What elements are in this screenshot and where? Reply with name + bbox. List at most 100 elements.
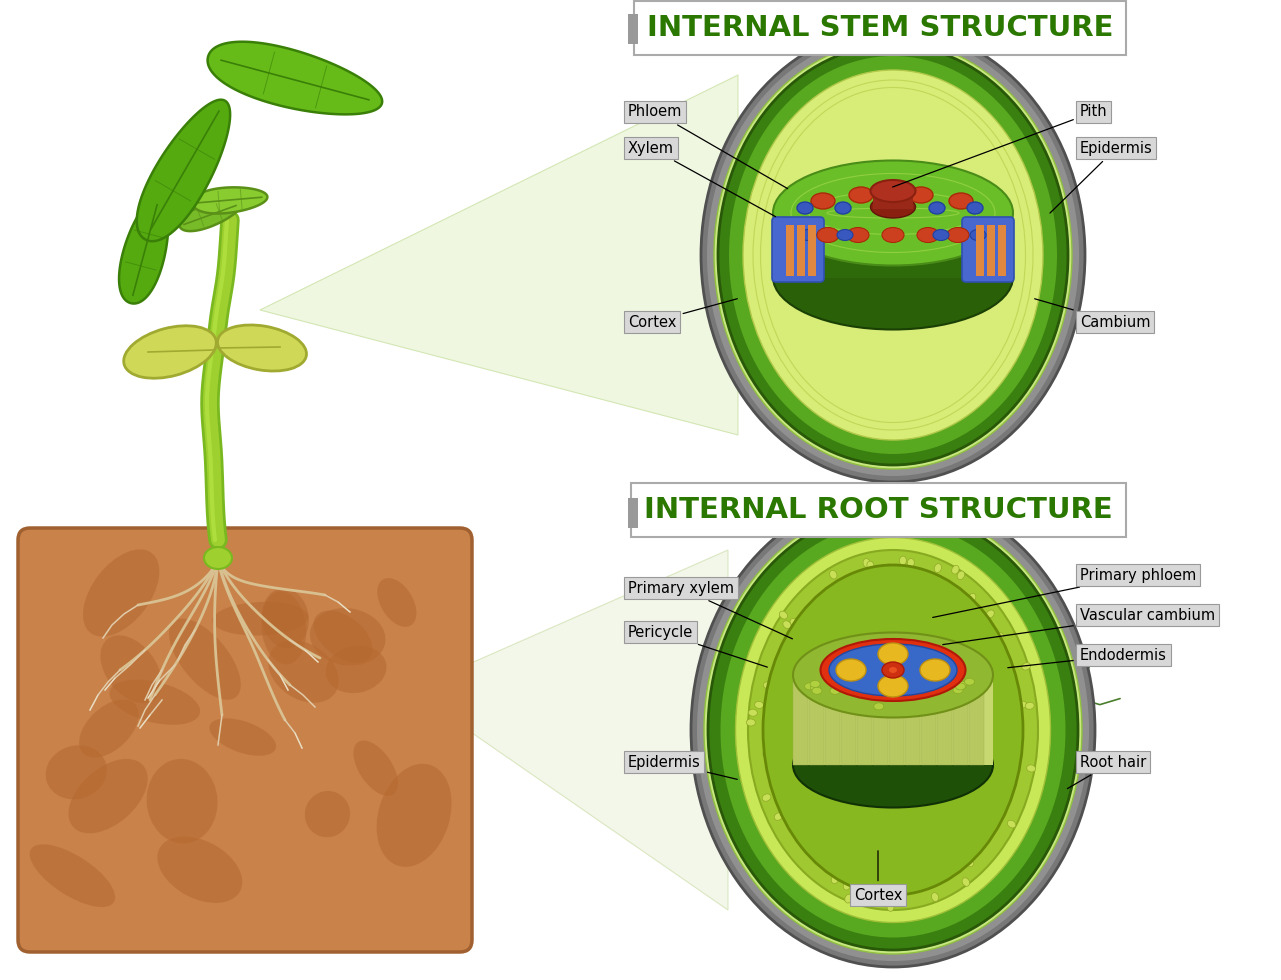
- Ellipse shape: [889, 659, 899, 665]
- Ellipse shape: [917, 672, 926, 679]
- Ellipse shape: [871, 180, 916, 202]
- Ellipse shape: [769, 686, 778, 693]
- Ellipse shape: [962, 837, 970, 845]
- Ellipse shape: [811, 193, 835, 209]
- Ellipse shape: [776, 746, 785, 754]
- Ellipse shape: [763, 682, 772, 689]
- Text: INTERNAL STEM STRUCTURE: INTERNAL STEM STRUCTURE: [647, 14, 1113, 42]
- Ellipse shape: [899, 556, 907, 565]
- Ellipse shape: [858, 858, 866, 868]
- Ellipse shape: [921, 878, 927, 887]
- Ellipse shape: [926, 688, 936, 695]
- Ellipse shape: [714, 41, 1072, 469]
- Ellipse shape: [945, 601, 953, 610]
- Ellipse shape: [798, 633, 807, 641]
- Ellipse shape: [927, 677, 938, 684]
- Ellipse shape: [877, 643, 908, 665]
- Ellipse shape: [994, 792, 1002, 799]
- Ellipse shape: [697, 499, 1089, 961]
- Ellipse shape: [947, 227, 968, 242]
- Ellipse shape: [853, 675, 863, 683]
- Ellipse shape: [883, 655, 892, 662]
- Ellipse shape: [847, 849, 853, 858]
- Ellipse shape: [789, 797, 797, 805]
- Bar: [921, 675, 936, 765]
- Bar: [998, 225, 1006, 276]
- Ellipse shape: [924, 686, 934, 693]
- Ellipse shape: [1002, 662, 1011, 669]
- Polygon shape: [179, 200, 241, 231]
- Ellipse shape: [885, 564, 892, 573]
- Ellipse shape: [79, 700, 138, 758]
- Ellipse shape: [354, 741, 398, 796]
- Ellipse shape: [874, 703, 884, 710]
- Ellipse shape: [793, 722, 993, 808]
- Ellipse shape: [931, 893, 939, 902]
- Bar: [857, 675, 872, 765]
- Ellipse shape: [849, 187, 872, 203]
- Ellipse shape: [735, 537, 1050, 922]
- Ellipse shape: [772, 224, 1013, 329]
- Ellipse shape: [948, 654, 958, 661]
- Ellipse shape: [936, 679, 947, 686]
- Ellipse shape: [743, 70, 1043, 440]
- Ellipse shape: [109, 679, 200, 725]
- Ellipse shape: [325, 646, 387, 693]
- Polygon shape: [410, 550, 728, 910]
- Ellipse shape: [46, 745, 108, 800]
- Text: Cambium: Cambium: [1035, 299, 1150, 329]
- Bar: [968, 675, 984, 765]
- Text: Endodermis: Endodermis: [1008, 648, 1167, 667]
- Ellipse shape: [963, 852, 971, 859]
- Bar: [808, 225, 816, 276]
- Ellipse shape: [852, 889, 860, 898]
- Ellipse shape: [717, 45, 1068, 465]
- Ellipse shape: [1025, 703, 1034, 710]
- Text: Primary xylem: Primary xylem: [628, 580, 793, 639]
- Ellipse shape: [913, 684, 924, 691]
- Ellipse shape: [796, 833, 804, 842]
- Ellipse shape: [871, 196, 916, 218]
- Ellipse shape: [883, 227, 904, 242]
- Ellipse shape: [968, 594, 976, 602]
- Bar: [953, 675, 968, 765]
- Ellipse shape: [310, 608, 386, 665]
- Ellipse shape: [820, 619, 828, 627]
- Ellipse shape: [899, 857, 907, 865]
- Ellipse shape: [790, 618, 798, 626]
- Ellipse shape: [952, 565, 959, 574]
- Ellipse shape: [931, 651, 942, 658]
- Ellipse shape: [858, 687, 867, 694]
- Ellipse shape: [940, 608, 948, 616]
- Ellipse shape: [781, 692, 789, 699]
- Ellipse shape: [836, 659, 866, 681]
- Ellipse shape: [949, 193, 974, 209]
- Ellipse shape: [772, 161, 1013, 266]
- Ellipse shape: [934, 664, 943, 671]
- Ellipse shape: [1003, 722, 1012, 729]
- Ellipse shape: [1006, 668, 1015, 675]
- Ellipse shape: [947, 660, 957, 666]
- Ellipse shape: [831, 875, 839, 884]
- Bar: [793, 675, 808, 765]
- Ellipse shape: [748, 550, 1038, 910]
- Ellipse shape: [953, 687, 963, 694]
- Ellipse shape: [748, 710, 757, 716]
- Ellipse shape: [747, 719, 756, 726]
- Ellipse shape: [821, 639, 966, 701]
- Ellipse shape: [995, 692, 1004, 700]
- Ellipse shape: [917, 227, 939, 242]
- Ellipse shape: [970, 229, 986, 240]
- Text: Xylem: Xylem: [628, 140, 775, 217]
- Ellipse shape: [858, 658, 869, 665]
- Ellipse shape: [770, 681, 779, 688]
- Ellipse shape: [930, 676, 940, 684]
- Polygon shape: [260, 75, 738, 435]
- Ellipse shape: [377, 763, 451, 867]
- Text: Root hair: Root hair: [1067, 755, 1146, 789]
- Ellipse shape: [209, 718, 277, 756]
- Ellipse shape: [762, 751, 771, 758]
- Ellipse shape: [1007, 820, 1016, 828]
- Ellipse shape: [29, 845, 115, 907]
- Text: Vascular cambium: Vascular cambium: [943, 608, 1216, 645]
